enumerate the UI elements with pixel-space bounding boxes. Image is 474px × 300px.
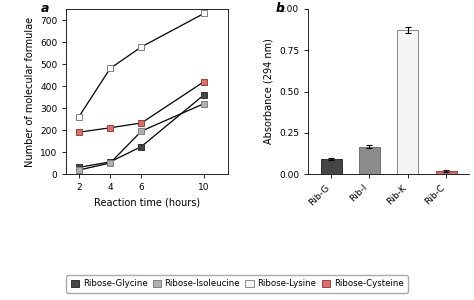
- Text: a: a: [41, 2, 49, 15]
- Bar: [359, 147, 380, 174]
- Legend: Ribose-Glycine, Ribose-Isoleucine, Ribose-Lysine, Ribose-Cysteine: Ribose-Glycine, Ribose-Isoleucine, Ribos…: [66, 275, 408, 293]
- Text: b: b: [276, 2, 285, 15]
- Y-axis label: Number of molecular formulae: Number of molecular formulae: [25, 16, 35, 166]
- Bar: [320, 159, 342, 174]
- Y-axis label: Absorbance (294 nm): Absorbance (294 nm): [264, 39, 273, 144]
- Bar: [436, 171, 457, 174]
- X-axis label: Reaction time (hours): Reaction time (hours): [94, 198, 200, 208]
- Bar: [397, 30, 419, 174]
